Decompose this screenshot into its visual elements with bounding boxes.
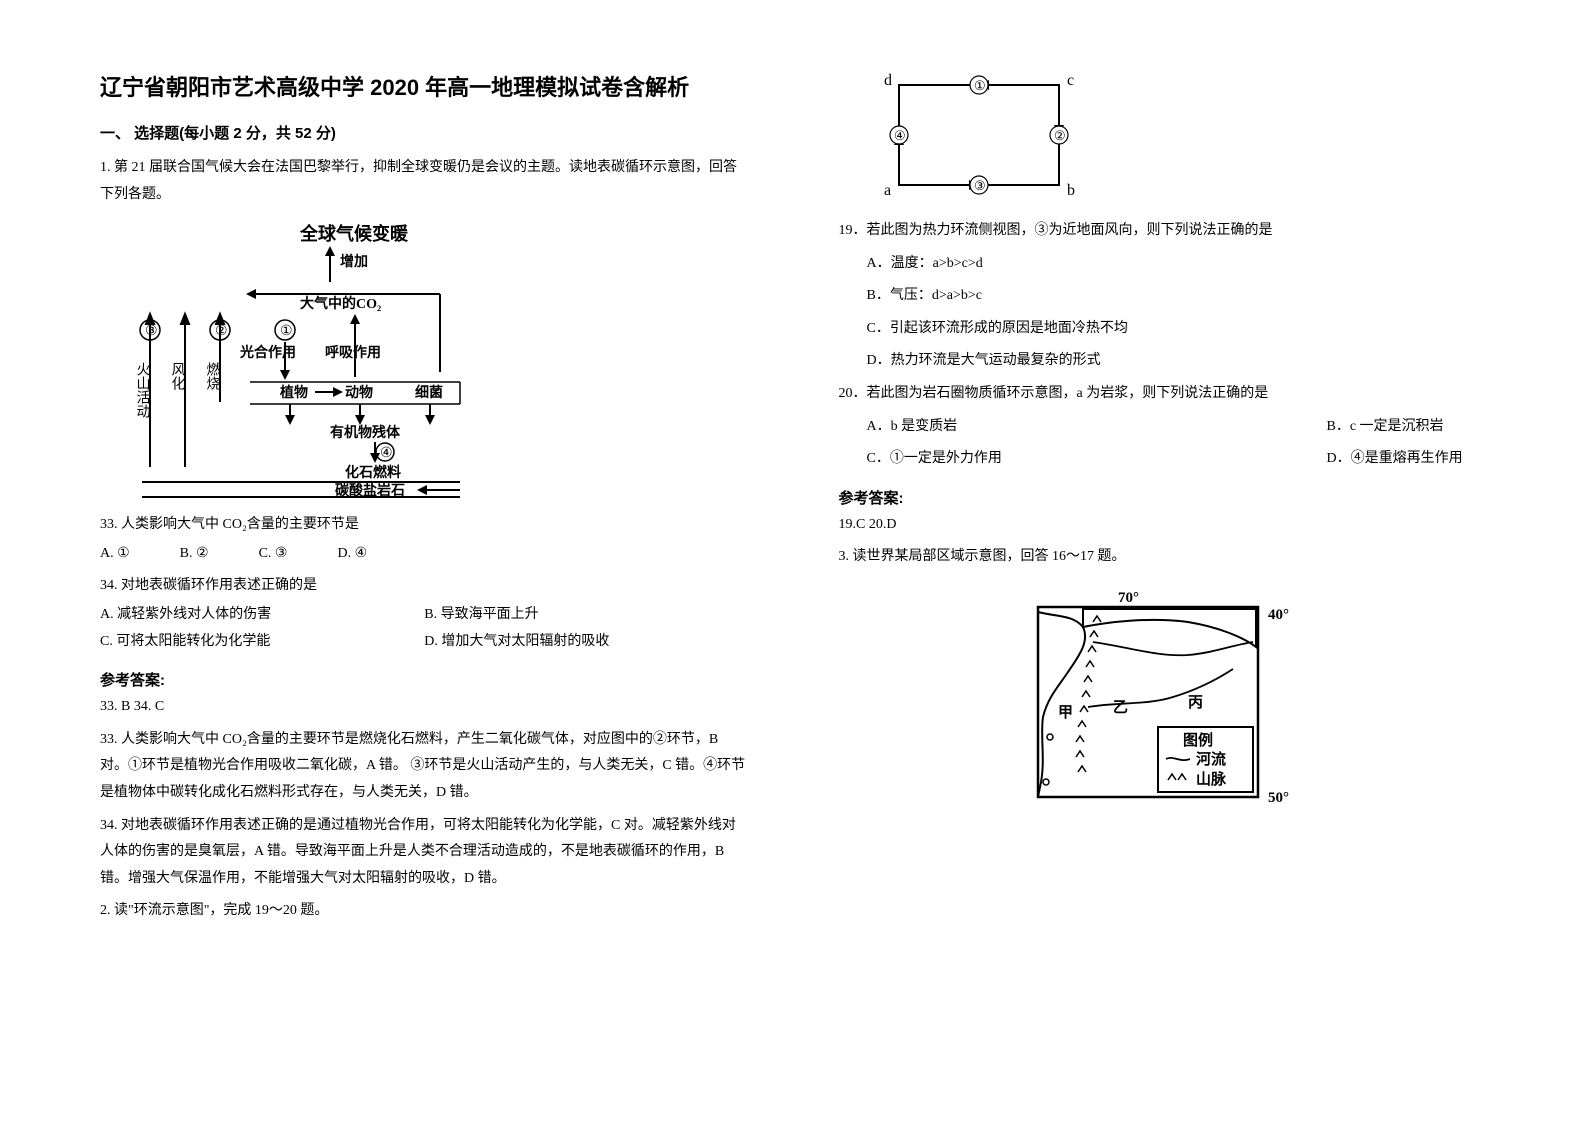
svg-text:③: ③ bbox=[974, 178, 986, 193]
svg-text:④: ④ bbox=[380, 446, 393, 461]
q34-opt-d: D. 增加大气对太阳辐射的吸收 bbox=[424, 629, 748, 656]
svg-text:①: ① bbox=[974, 78, 986, 93]
ans-33-exp: 33. 人类影响大气中 CO₂含量的主要环节是燃烧化石燃料，产生二氧化碳气体，对… bbox=[100, 727, 749, 807]
q34-options: A. 减轻紫外线对人体的伤害 B. 导致海平面上升 C. 可将太阳能转化为化学能… bbox=[100, 602, 749, 655]
svg-text:细菌: 细菌 bbox=[415, 384, 443, 401]
section-header: 一、 选择题(每小题 2 分，共 52 分) bbox=[100, 122, 749, 143]
svg-text:70°: 70° bbox=[1118, 590, 1139, 606]
svg-text:动物: 动物 bbox=[345, 384, 373, 401]
left-column: 辽宁省朝阳市艺术高级中学 2020 年高一地理模拟试卷含解析 一、 选择题(每小… bbox=[100, 70, 749, 1092]
q33-opt-c: C. ③ bbox=[259, 541, 288, 568]
q33-opt-a: A. ① bbox=[100, 541, 130, 568]
svg-text:火山活动: 火山活动 bbox=[135, 362, 151, 419]
svg-text:②: ② bbox=[215, 324, 228, 339]
q19-opt-d: D．热力环流是大气运动最复杂的形式 bbox=[839, 348, 1488, 375]
q20-opt-a: A．b 是变质岩 bbox=[867, 414, 1327, 441]
svg-text:有机物残体: 有机物残体 bbox=[330, 424, 401, 441]
svg-text:植物: 植物 bbox=[279, 384, 308, 401]
svg-text:风化: 风化 bbox=[170, 362, 186, 391]
q33-opt-b: B. ② bbox=[180, 541, 209, 568]
answer-label-2: 参考答案: bbox=[839, 487, 1488, 508]
q20-stem: 20．若此图为岩石圈物质循环示意图，a 为岩浆，则下列说法正确的是 bbox=[839, 381, 1488, 408]
q20-opt-c: C．①一定是外力作用 bbox=[867, 446, 1327, 473]
svg-text:呼吸作用: 呼吸作用 bbox=[325, 344, 381, 361]
q33-stem: 33. 人类影响大气中 CO₂含量的主要环节是 bbox=[100, 512, 749, 539]
answer-label-1: 参考答案: bbox=[100, 669, 749, 690]
q2-intro: 2. 读"环流示意图"，完成 19～20 题。 bbox=[100, 898, 749, 925]
svg-text:丙: 丙 bbox=[1188, 694, 1203, 711]
svg-text:大气中的CO₂: 大气中的CO₂ bbox=[300, 295, 381, 312]
page-title: 辽宁省朝阳市艺术高级中学 2020 年高一地理模拟试卷含解析 bbox=[100, 70, 749, 102]
q34-opt-b: B. 导致海平面上升 bbox=[424, 602, 748, 629]
right-column: ① ② ③ ④ d c a b 19．若此图为热力环流侧视图，③为近地面风向，则… bbox=[839, 70, 1488, 1092]
svg-text:河流: 河流 bbox=[1196, 750, 1226, 768]
svg-text:图例: 图例 bbox=[1183, 731, 1213, 749]
ans-34-exp: 34. 对地表碳循环作用表述正确的是通过植物光合作用，可将太阳能转化为化学能，C… bbox=[100, 813, 749, 893]
q19-opt-a: A．温度：a>b>c>d bbox=[839, 251, 1488, 278]
svg-text:山脉: 山脉 bbox=[1196, 770, 1227, 788]
svg-text:b: b bbox=[1067, 182, 1075, 199]
svg-text:40°: 40° bbox=[1268, 607, 1289, 623]
q19-opt-b: B．气压：d>a>b>c bbox=[839, 283, 1488, 310]
carbon-cycle-diagram: 全球气候变暖 增加 大气中的CO₂ ① ② ③ bbox=[130, 222, 749, 502]
svg-text:碳酸盐岩石: 碳酸盐岩石 bbox=[335, 482, 405, 499]
region-map-diagram: 70° 40° 50° 甲 乙 丙 bbox=[839, 587, 1488, 817]
q34-opt-c: C. 可将太阳能转化为化学能 bbox=[100, 629, 424, 656]
q19-stem: 19．若此图为热力环流侧视图，③为近地面风向，则下列说法正确的是 bbox=[839, 218, 1488, 245]
circulation-diagram: ① ② ③ ④ d c a b bbox=[879, 70, 1488, 200]
q1-intro: 1. 第 21 届联合国气候大会在法国巴黎举行，抑制全球变暖仍是会议的主题。读地… bbox=[100, 155, 749, 208]
svg-text:c: c bbox=[1067, 72, 1074, 89]
q20-opt-d: D．④是重熔再生作用 bbox=[1327, 446, 1463, 473]
svg-text:全球气候变暖: 全球气候变暖 bbox=[299, 223, 409, 244]
q33-opt-d: D. ④ bbox=[337, 541, 367, 568]
svg-text:a: a bbox=[884, 182, 891, 199]
svg-text:①: ① bbox=[280, 324, 293, 339]
svg-text:甲: 甲 bbox=[1058, 704, 1073, 721]
svg-text:④: ④ bbox=[894, 128, 906, 143]
q34-stem: 34. 对地表碳循环作用表述正确的是 bbox=[100, 573, 749, 600]
ans-33-34: 33. B 34. C bbox=[100, 694, 749, 721]
svg-text:光合作用: 光合作用 bbox=[239, 344, 296, 361]
q33-options: A. ① B. ② C. ③ D. ④ bbox=[100, 541, 749, 568]
q20-row2: C．①一定是外力作用 D．④是重熔再生作用 bbox=[839, 446, 1488, 473]
svg-text:增加: 增加 bbox=[340, 253, 368, 270]
svg-text:化石燃料: 化石燃料 bbox=[345, 464, 401, 481]
ans-1920: 19.C 20.D bbox=[839, 512, 1488, 539]
q3-intro: 3. 读世界某局部区域示意图，回答 16～17 题。 bbox=[839, 544, 1488, 571]
svg-text:d: d bbox=[884, 72, 892, 89]
svg-text:乙: 乙 bbox=[1113, 700, 1128, 716]
svg-text:50°: 50° bbox=[1268, 790, 1289, 806]
svg-text:③: ③ bbox=[145, 324, 158, 339]
svg-text:②: ② bbox=[1054, 128, 1066, 143]
q20-row1: A．b 是变质岩 B．c 一定是沉积岩 bbox=[839, 414, 1488, 441]
q20-opt-b: B．c 一定是沉积岩 bbox=[1327, 414, 1444, 441]
q19-opt-c: C．引起该环流形成的原因是地面冷热不均 bbox=[839, 316, 1488, 343]
q34-opt-a: A. 减轻紫外线对人体的伤害 bbox=[100, 602, 424, 629]
svg-text:燃烧: 燃烧 bbox=[205, 362, 221, 392]
